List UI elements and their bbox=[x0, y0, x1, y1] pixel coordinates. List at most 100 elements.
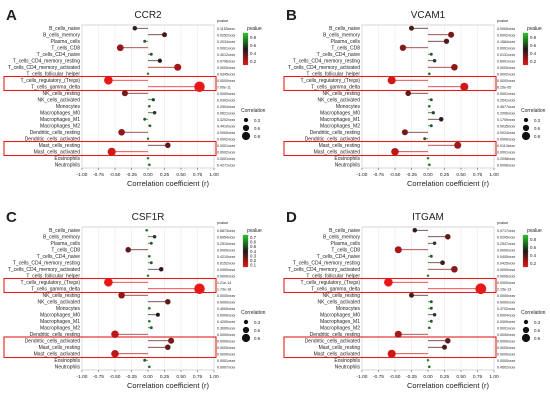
row-label: NK_cells_activated bbox=[317, 300, 360, 306]
lollipop-dot bbox=[432, 59, 437, 63]
lollipop-dot bbox=[426, 157, 430, 160]
lollipop-dot bbox=[426, 359, 430, 362]
x-axis-label: Correlation coefficient (r) bbox=[127, 381, 209, 390]
pvalue-legend-title: pvalue bbox=[247, 26, 262, 32]
highlight-box bbox=[283, 140, 497, 157]
pvalue-legend-title: pvalue bbox=[527, 228, 542, 234]
correlation-legend-label: 0.9 bbox=[534, 336, 541, 341]
lollipop-dot bbox=[148, 163, 151, 167]
row-label: NK_cells_resting bbox=[322, 91, 360, 97]
row-label: NK_cells_resting bbox=[42, 91, 80, 97]
pvalue-text: 0.4410xxxx bbox=[217, 124, 235, 128]
x-tick-label: 0.00 bbox=[423, 374, 433, 380]
lollipop-dot bbox=[451, 63, 458, 71]
row-label: T_cells_regulatory_(Tregs) bbox=[300, 78, 360, 84]
row-label: Mast_cells_resting bbox=[39, 345, 81, 351]
panel-letter: C bbox=[6, 209, 17, 226]
pvalue-text: 0.0000xxxx bbox=[497, 294, 515, 298]
pvalue-text: 0.0131xxxx bbox=[497, 53, 515, 57]
pvalue-text: 0.0717xxxx bbox=[497, 229, 515, 233]
x-tick-label: 0.25 bbox=[440, 172, 450, 178]
row-label: Monocytes bbox=[56, 306, 81, 312]
lollipop-dot bbox=[394, 246, 402, 254]
row-label: Neutrophils bbox=[55, 163, 81, 169]
lollipop-dot bbox=[146, 72, 150, 75]
x-tick-label: 0.75 bbox=[193, 374, 203, 380]
pvalue-text: 0.6054xxxx bbox=[217, 235, 235, 239]
panel-c: C CSF1R B_cells_naive 0.6873xxxx B_cells_mem… bbox=[3, 209, 266, 390]
pvalue-text: 0.0000xxxx bbox=[497, 66, 515, 70]
row-label: Macrophages_M0 bbox=[320, 313, 360, 319]
row-label: Mast_cells_resting bbox=[319, 143, 361, 149]
row-label: B_cells_naive bbox=[329, 228, 360, 234]
correlation-legend-label: 0.6 bbox=[534, 328, 541, 333]
row-label: T_cells_follicular_helper bbox=[306, 274, 360, 280]
pvalue-text: 0.0345xxxx bbox=[217, 72, 235, 76]
pvalue-scale-label: 0.8 bbox=[530, 237, 537, 242]
pvalue-text: 0.2504xxxx bbox=[217, 105, 235, 109]
lollipop-dot bbox=[145, 228, 148, 232]
pvalue-scale-label: 0.4 bbox=[530, 51, 537, 56]
correlation-legend-dot bbox=[242, 124, 250, 132]
pvalue-text: 0.0001xxxx bbox=[497, 326, 515, 330]
x-tick-label: 0.50 bbox=[456, 374, 466, 380]
pvalue-scale-label: 0.4 bbox=[530, 253, 537, 258]
x-tick-label: -1.00 bbox=[77, 172, 88, 178]
lollipop-dot bbox=[116, 44, 124, 52]
panel-letter: B bbox=[286, 7, 297, 24]
row-label: Eosinophils bbox=[334, 358, 360, 364]
row-label: T_cells_follicular_helper bbox=[26, 72, 80, 78]
lollipop-dot bbox=[157, 58, 163, 63]
row-label: Plasma_cells bbox=[331, 241, 361, 247]
pvalue-text: 0.0001xxxx bbox=[217, 46, 235, 50]
pvalue-text: 0.2541xxxx bbox=[497, 98, 515, 102]
pvalue-text: 0.0000xxxx bbox=[497, 339, 515, 343]
pvalue-text: 0.0000xxxx bbox=[217, 274, 235, 278]
pvalue-text: 0.0000xxxx bbox=[217, 294, 235, 298]
row-label: Eosinophils bbox=[54, 156, 80, 162]
pvalue-text: 0.0000xxxx bbox=[217, 352, 235, 356]
lollipop-dot bbox=[118, 291, 125, 299]
panel-d: D ITGAM B_cells_naive 0.0717xxxx B_cells_mem… bbox=[283, 209, 546, 390]
row-label: Monocytes bbox=[336, 306, 361, 312]
row-label: Macrophages_M2 bbox=[40, 326, 80, 332]
correlation-legend-title: Correlation bbox=[521, 108, 546, 114]
row-label: Dendritic_cells_resting bbox=[30, 332, 81, 338]
pvalue-column-header: pvalue bbox=[217, 19, 228, 23]
row-label: Mast_cells_activated bbox=[34, 352, 81, 358]
row-label: Mast_cells_activated bbox=[314, 150, 361, 156]
x-axis-label: Correlation coefficient (r) bbox=[127, 179, 209, 188]
highlight-box bbox=[283, 75, 497, 92]
row-label: B_cells_memory bbox=[43, 33, 80, 39]
pvalue-scale-label: 0.3 bbox=[250, 253, 257, 258]
correlation-legend-dot bbox=[243, 117, 249, 123]
pvalue-text: 6.15e-05 bbox=[497, 85, 511, 89]
correlation-legend-dot bbox=[241, 131, 251, 141]
pvalue-text: 0.0001xxxx bbox=[217, 359, 235, 363]
row-label: T_cells_CD4_memory_resting bbox=[13, 261, 80, 267]
pvalue-text: 0.0000xxxx bbox=[217, 346, 235, 350]
lollipop-dot bbox=[151, 98, 155, 102]
lollipop-dot bbox=[174, 63, 182, 71]
row-label: T_cells_CD4_naive bbox=[317, 52, 361, 58]
lollipop-dot bbox=[394, 330, 402, 338]
panel-b: B VCAM1 B_cells_naive 0.0000xxxx B_cells_mem… bbox=[283, 7, 546, 188]
panel-letter: A bbox=[6, 7, 17, 24]
lollipop-dot bbox=[146, 274, 150, 277]
pvalue-colorbar bbox=[522, 234, 529, 268]
lollipop-dot bbox=[143, 358, 147, 362]
lollipop-dot bbox=[148, 306, 151, 310]
correlation-legend-dot bbox=[523, 117, 529, 123]
row-label: Monocytes bbox=[336, 104, 361, 110]
row-label: NK_cells_resting bbox=[42, 293, 80, 299]
pvalue-column-header: pvalue bbox=[497, 221, 508, 225]
lollipop-dot bbox=[445, 233, 451, 240]
x-tick-label: 0.00 bbox=[423, 172, 433, 178]
pvalue-scale-label: 0.1 bbox=[250, 263, 257, 268]
lollipop-dot bbox=[431, 111, 435, 115]
x-tick-label: 0.75 bbox=[473, 374, 483, 380]
pvalue-scale-label: 0.7 bbox=[250, 235, 257, 240]
pvalue-scale-label: 0.8 bbox=[530, 35, 537, 40]
lollipop-dot bbox=[432, 241, 437, 245]
row-label: Dendritic_cells_activated bbox=[25, 339, 81, 345]
